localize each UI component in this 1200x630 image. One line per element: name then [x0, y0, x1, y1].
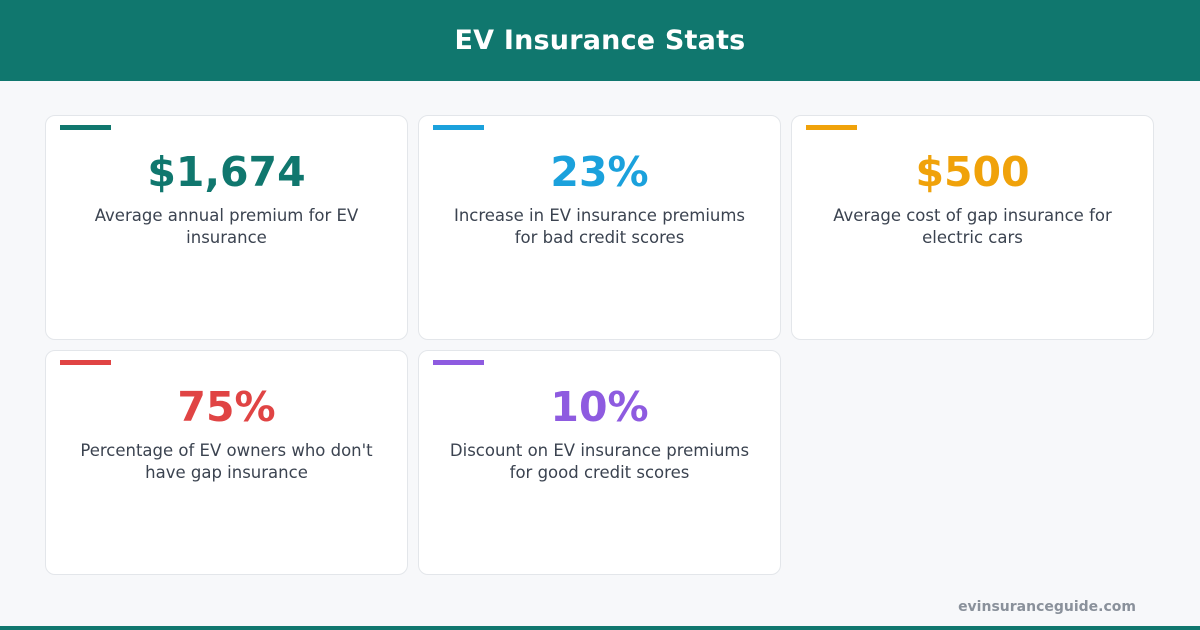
stat-card-gap-insurance-cost: $500 Average cost of gap insurance for e… — [791, 115, 1154, 340]
card-accent-bar — [60, 125, 111, 130]
stat-card-annual-premium: $1,674 Average annual premium for EV ins… — [45, 115, 408, 340]
stat-value: 10% — [550, 383, 649, 431]
header-banner: EV Insurance Stats — [0, 0, 1200, 81]
stat-label: Average cost of gap insurance for electr… — [833, 206, 1112, 247]
card-accent-bar — [433, 125, 484, 130]
stat-label: Increase in EV insurance premiums for ba… — [453, 206, 746, 247]
stat-card-good-credit-discount: 10% Discount on EV insurance premiums fo… — [418, 350, 781, 575]
stat-card-bad-credit-increase: 23% Increase in EV insurance premiums fo… — [418, 115, 781, 340]
stat-card-no-gap-insurance: 75% Percentage of EV owners who don't ha… — [45, 350, 408, 575]
page-title: EV Insurance Stats — [454, 25, 746, 56]
stat-value: 23% — [550, 148, 649, 196]
stat-label: Percentage of EV owners who don't have g… — [80, 441, 373, 482]
bottom-accent-bar — [0, 626, 1200, 630]
stat-value: 75% — [177, 383, 276, 431]
card-accent-bar — [806, 125, 857, 130]
card-accent-bar — [60, 360, 111, 365]
stat-label: Average annual premium for EV insurance — [94, 206, 359, 247]
site-url: evinsuranceguide.com — [958, 599, 1136, 615]
card-accent-bar — [433, 360, 484, 365]
stat-value: $1,674 — [147, 148, 306, 196]
stat-label: Discount on EV insurance premiums for go… — [449, 441, 750, 482]
stat-value: $500 — [915, 148, 1030, 196]
